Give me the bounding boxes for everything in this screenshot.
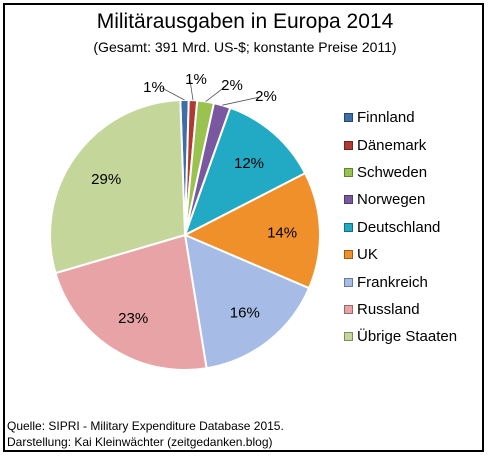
pie-slice-uk xyxy=(182,171,321,290)
legend-item-norwegen: Norwegen xyxy=(344,186,457,213)
legend-swatch-daenemark xyxy=(344,140,353,150)
leader-line-daenemark xyxy=(189,79,194,101)
legend-item-daenemark: Dänemark xyxy=(344,131,457,158)
legend-item-finnland: Finnland xyxy=(344,104,457,131)
legend-swatch-frankreich xyxy=(344,277,353,287)
legend-item-uk: UK xyxy=(344,241,457,268)
legend-label-uebrige-staaten: Übrige Staaten xyxy=(357,328,458,346)
data-label-uk: 14% xyxy=(267,225,297,242)
legend-swatch-uebrige-staaten xyxy=(344,332,353,342)
data-label-daenemark: 1% xyxy=(185,71,207,88)
data-label-russland: 23% xyxy=(118,310,148,327)
leader-line-norwegen xyxy=(222,96,261,106)
legend-item-russland: Russland xyxy=(344,296,457,323)
legend-swatch-deutschland xyxy=(344,222,353,232)
data-label-uebrige-staaten: 29% xyxy=(91,171,121,188)
legend-label-russland: Russland xyxy=(357,300,420,318)
legend-item-frankreich: Frankreich xyxy=(344,268,457,295)
legend-item-deutschland: Deutschland xyxy=(344,214,457,241)
legend-swatch-finnland xyxy=(344,113,353,123)
legend-label-frankreich: Frankreich xyxy=(357,273,428,291)
legend-swatch-russland xyxy=(344,304,353,314)
leader-line-schweden xyxy=(205,85,227,102)
chart-legend: Finnland Dänemark Schweden Norwegen Deutschl… xyxy=(344,104,457,351)
pie-slice-russland xyxy=(54,233,208,371)
data-label-frankreich: 16% xyxy=(230,305,260,322)
legend-item-schweden: Schweden xyxy=(344,159,457,186)
pie-slice-frankreich xyxy=(183,233,311,370)
legend-label-daenemark: Dänemark xyxy=(357,136,427,154)
credit-note: Darstellung: Kai Kleinwächter (zeitgedan… xyxy=(7,435,273,449)
data-label-schweden: 2% xyxy=(221,77,243,94)
data-label-finnland: 1% xyxy=(143,79,165,96)
data-label-norwegen: 2% xyxy=(255,88,277,105)
legend-swatch-schweden xyxy=(344,167,353,177)
legend-label-uk: UK xyxy=(357,246,378,264)
legend-label-schweden: Schweden xyxy=(357,163,428,181)
legend-swatch-uk xyxy=(344,250,353,260)
legend-label-norwegen: Norwegen xyxy=(357,191,426,209)
leader-line-finnland xyxy=(161,87,185,101)
pie-slice-uebrige-staaten xyxy=(48,99,187,275)
pie-slice-deutschland xyxy=(183,106,307,238)
data-label-deutschland: 12% xyxy=(234,155,264,172)
legend-swatch-norwegen xyxy=(344,195,353,205)
source-note: Quelle: SIPRI - Military Expenditure Dat… xyxy=(7,419,284,433)
legend-item-uebrige-staaten: Übrige Staaten xyxy=(344,323,457,350)
legend-label-finnland: Finnland xyxy=(357,109,415,127)
chart-subtitle: (Gesamt: 391 Mrd. US-$; konstante Preise… xyxy=(93,39,397,55)
legend-label-deutschland: Deutschland xyxy=(357,218,441,236)
chart-title: Militärausgaben in Europa 2014 xyxy=(96,10,394,33)
